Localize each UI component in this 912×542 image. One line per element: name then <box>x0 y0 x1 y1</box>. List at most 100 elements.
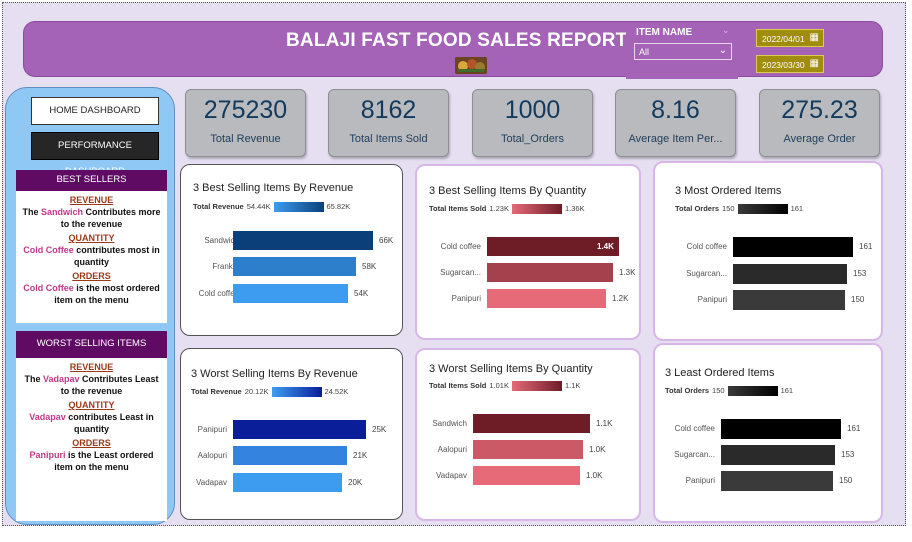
kpi-label: Average Order <box>783 133 856 145</box>
chart-worst-revenue: 3 Worst Selling Items By Revenue Total Re… <box>180 348 403 520</box>
bar[interactable] <box>733 237 853 257</box>
legend-min-label: 150 <box>722 204 735 213</box>
bar[interactable] <box>487 289 606 308</box>
bar[interactable] <box>487 237 619 256</box>
value-label: 150 <box>851 295 865 304</box>
chart-title: 3 Best Selling Items By Revenue <box>193 182 354 194</box>
chart-legend: Total Items Sold 1.23K 1.36K <box>429 204 585 215</box>
bar[interactable] <box>233 446 347 465</box>
bar[interactable] <box>721 419 841 439</box>
legend-min-label: 1.23K <box>489 204 509 213</box>
legend-title: Total Revenue <box>193 202 244 211</box>
category-label: Panipuri <box>197 425 227 434</box>
value-label: 58K <box>362 262 377 271</box>
legend-title: Total Revenue <box>191 387 242 396</box>
best-orders-subheading: ORDERS <box>72 271 111 281</box>
bar[interactable] <box>233 473 342 492</box>
calendar-icon: ▦ <box>809 32 819 43</box>
legend-min-label: 54.44K <box>246 202 271 211</box>
value-label: 150 <box>839 476 853 485</box>
best-sellers-heading: BEST SELLERS <box>16 170 167 192</box>
calendar-icon: ▦ <box>809 58 819 69</box>
chart-least-ordered: 3 Least Ordered Items Total Orders 150 161 C… <box>653 343 883 523</box>
chart-legend: Total Orders 150 161 <box>665 386 794 397</box>
kpi-value: 1000 <box>504 96 561 124</box>
worst-revenue-subheading: REVENUE <box>69 362 114 372</box>
bar[interactable] <box>233 257 356 276</box>
worst-quantity-subheading: QUANTITY <box>68 400 115 410</box>
legend-gradient <box>737 204 788 215</box>
bar[interactable] <box>473 466 580 485</box>
category-label: Panipuri <box>697 295 727 304</box>
best-sellers-panel: BEST SELLERS REVENUE The Sandwich Contri… <box>16 170 167 323</box>
performance-dashboard-button[interactable]: PERFORMANCE DASHBOARD <box>31 132 159 177</box>
legend-max-label: 1.1K <box>564 381 581 390</box>
kpi-value: 275230 <box>203 96 288 124</box>
category-label: Panipuri <box>451 294 481 303</box>
legend-min-label: 150 <box>712 386 725 395</box>
category-label: Vadapav <box>436 471 467 480</box>
value-label: 1.1K <box>596 419 613 428</box>
bar[interactable] <box>487 263 613 282</box>
legend-gradient <box>271 387 322 398</box>
legend-gradient <box>511 381 562 392</box>
category-label: Aalopuri <box>197 451 227 460</box>
chart-title: 3 Least Ordered Items <box>665 367 775 379</box>
category-label: Vadapav <box>196 478 227 487</box>
bar[interactable] <box>233 420 366 439</box>
category-label: Frankie <box>212 262 239 271</box>
bar[interactable] <box>473 414 590 433</box>
bar[interactable] <box>473 440 583 459</box>
bar[interactable] <box>721 471 833 491</box>
chart-legend: Total Items Sold 1.01K 1.1K <box>429 381 581 392</box>
kpi-value: 8.16 <box>651 96 700 124</box>
category-label: Cold coffee <box>440 242 481 251</box>
worst-orders-text: Panipuri is the Least ordered item on th… <box>29 450 154 472</box>
chart-title: 3 Most Ordered Items <box>675 185 782 197</box>
category-label: Aalopuri <box>437 445 467 454</box>
kpi-total-revenue: 275230 Total Revenue <box>185 89 306 157</box>
legend-max-label: 1.36K <box>564 204 585 213</box>
bar[interactable] <box>721 445 835 465</box>
item-name-label: ITEM NAME <box>636 27 693 38</box>
category-label: Cold coffee <box>686 242 727 251</box>
item-select-value: All <box>639 47 650 57</box>
item-name-select[interactable]: All ⌄ <box>634 43 732 60</box>
kpi-total-items-sold: 8162 Total Items Sold <box>328 89 449 157</box>
legend-max-label: 161 <box>790 204 804 213</box>
category-label: Cold coffee <box>198 289 239 298</box>
report-title: BALAJI FAST FOOD SALES REPORT <box>286 30 628 51</box>
value-label: 1.4K <box>597 242 614 251</box>
end-date-value: 2023/03/30 <box>762 60 805 70</box>
kpi-total-orders: 1000 Total_Orders <box>472 89 593 157</box>
chevron-down-icon[interactable]: ⌄ <box>722 25 730 35</box>
kpi-average-items-per-order: 8.16 Average Item Per... <box>615 89 736 157</box>
bar[interactable] <box>733 264 847 284</box>
chart-legend: Total Revenue 20.12K 24.52K <box>191 387 348 398</box>
sidebar: HOME DASHBOARD PERFORMANCE DASHBOARD BES… <box>5 87 175 525</box>
category-label: Cold coffee <box>674 424 715 433</box>
chart-title: 3 Worst Selling Items By Revenue <box>191 368 358 380</box>
value-label: 54K <box>354 289 369 298</box>
category-label: Panipuri <box>685 476 715 485</box>
value-label: 1.0K <box>589 445 606 454</box>
home-dashboard-button[interactable]: HOME DASHBOARD <box>31 97 159 125</box>
legend-max-label: 161 <box>780 386 794 395</box>
worst-orders-subheading: ORDERS <box>72 438 111 448</box>
best-orders-text: Cold Coffee is the most ordered item on … <box>23 283 160 305</box>
worst-sellers-panel: WORST SELLING ITEMS REVENUE The Vadapav … <box>16 331 167 521</box>
kpi-value: 8162 <box>360 96 417 124</box>
bar[interactable] <box>733 290 845 310</box>
chevron-down-icon: ⌄ <box>718 45 727 56</box>
worst-sellers-heading: WORST SELLING ITEMS <box>16 331 167 359</box>
worst-revenue-text: The Vadapav Contributes Least to the rev… <box>24 374 159 396</box>
best-quantity-subheading: QUANTITY <box>68 233 115 243</box>
item-name-filter: ITEM NAME ⌄ All ⌄ <box>626 23 738 79</box>
kpi-label: Total Revenue <box>210 133 281 145</box>
value-label: 161 <box>859 242 873 251</box>
start-date-picker[interactable]: 2022/04/01 ▦ <box>756 29 824 47</box>
bar[interactable] <box>233 231 373 250</box>
bar[interactable] <box>233 284 348 303</box>
end-date-picker[interactable]: 2023/03/30 ▦ <box>756 55 824 73</box>
chart-worst-quantity: 3 Worst Selling Items By Quantity Total I… <box>415 348 641 521</box>
